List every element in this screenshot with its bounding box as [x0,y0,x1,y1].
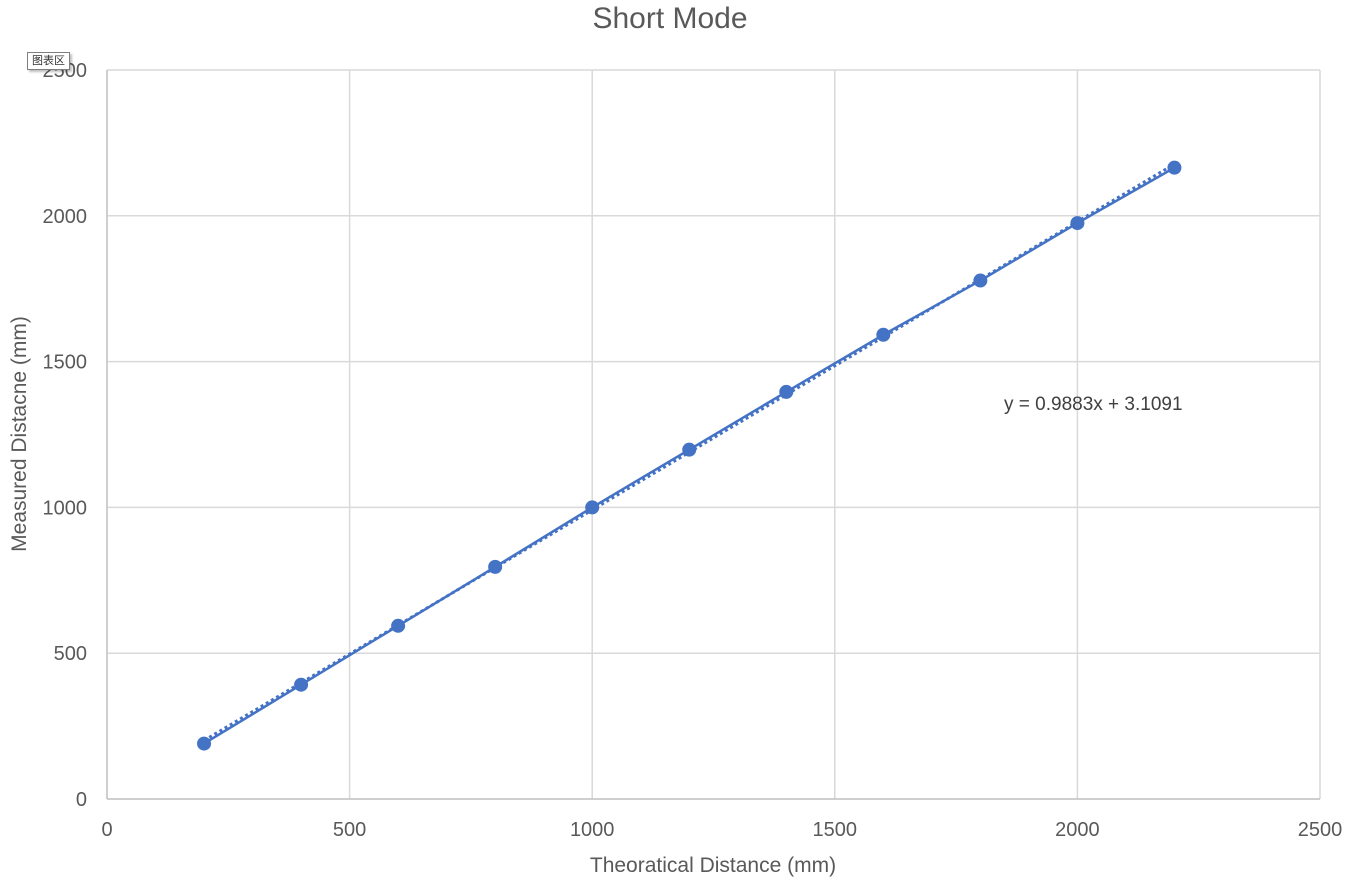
series-layer [197,160,1182,751]
data-point [585,500,600,515]
y-tick-label: 1000 [43,497,88,519]
x-tick-label: 500 [333,819,366,841]
gridlines [107,69,1321,799]
chart-title: Short Mode [592,2,747,35]
x-tick-label: 1000 [570,819,615,841]
x-tick-label: 1500 [813,819,858,841]
data-point [488,559,503,574]
data-point [1167,160,1182,175]
x-tick-label: 2500 [1298,819,1343,841]
x-tick-label: 2000 [1055,819,1100,841]
data-point [391,618,406,633]
data-point [779,384,794,399]
y-tick-label: 500 [54,643,87,665]
data-point [294,677,309,692]
y-axis-title: Measured Distacne (mm) [8,316,31,552]
y-tick-label: 0 [76,789,87,811]
data-point [1070,216,1085,231]
x-tick-label: 0 [101,819,112,841]
data-point [682,442,697,457]
x-axis-title: Theoratical Distance (mm) [590,854,836,877]
data-point [973,273,988,288]
y-tick-label: 1500 [43,352,88,374]
chart-area-tooltip: 图表区 [27,52,70,70]
trendline-equation: y = 0.9883x + 3.1091 [1004,394,1183,415]
data-point [197,736,212,751]
y-tick-label: 2000 [43,206,88,228]
data-point [876,327,891,342]
axes [106,70,1320,800]
